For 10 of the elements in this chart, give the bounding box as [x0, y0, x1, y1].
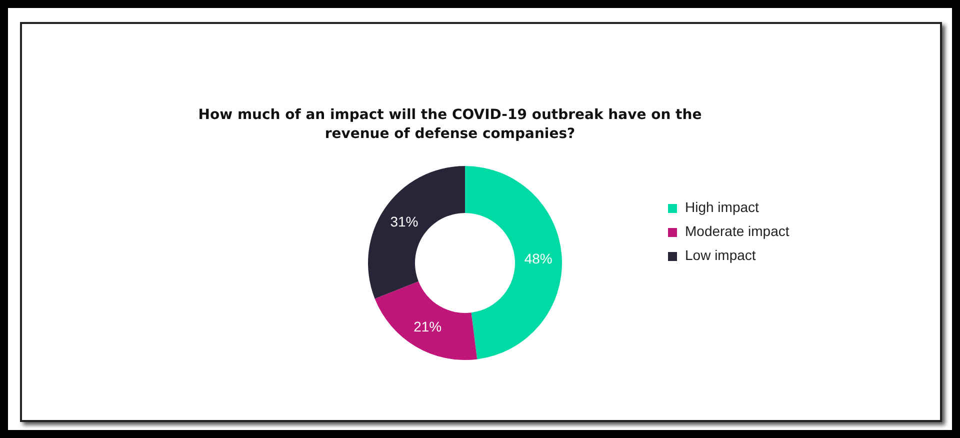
data-label: 31%: [390, 214, 418, 230]
donut-slice: [465, 166, 562, 360]
legend-label: Moderate impact: [685, 223, 790, 239]
donut-slice: [368, 166, 465, 299]
legend-label: High impact: [685, 199, 759, 215]
data-label: 48%: [524, 250, 552, 266]
legend-label: Low impact: [685, 247, 756, 263]
data-label: 21%: [414, 318, 442, 334]
chart-title: How much of an impact will the COVID-19 outbreak have on the revenue of defense companies?: [197, 106, 703, 144]
donut-slice: [374, 281, 478, 360]
